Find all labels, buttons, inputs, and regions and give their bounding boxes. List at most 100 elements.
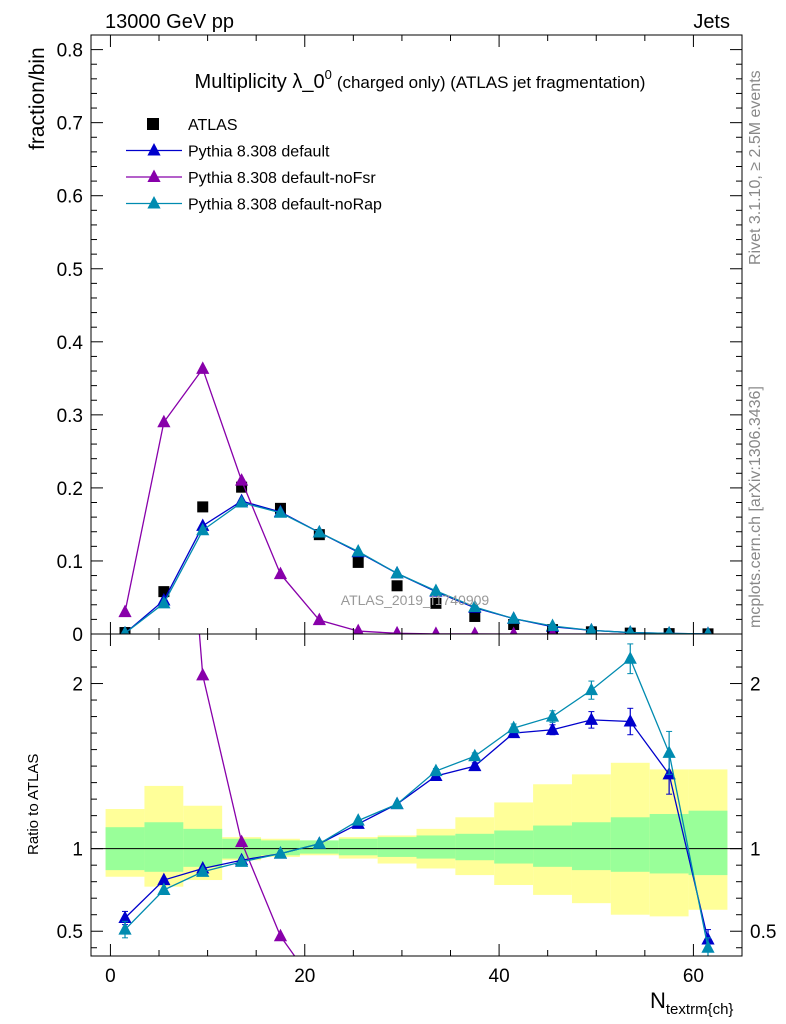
series-point-3: [235, 495, 249, 508]
ratio-point-0: [118, 910, 132, 924]
ratio-point-0: [623, 714, 637, 727]
ratio-panel-marks: [91, 181, 742, 1018]
series-point-2: [431, 626, 440, 634]
legend-label: ATLAS: [188, 117, 238, 134]
atlas-data-point: [430, 597, 442, 609]
uncertainty-band-inner: [571, 822, 611, 871]
x-axis-label-main: N: [650, 988, 666, 1013]
rivet-version-label: Rivet 3.1.10, ≥ 2.5M events: [747, 70, 764, 265]
series-point-3: [196, 522, 210, 536]
series-point-3: [312, 525, 326, 538]
series-point-3: [157, 595, 171, 609]
atlas-data-point: [352, 556, 364, 568]
ratio-line-2: [124, 657, 709, 948]
atlas-data-point: [158, 586, 170, 598]
series-point-3: [625, 625, 635, 634]
ratio-point-1: [507, 1006, 520, 1018]
atlas-data-point: [391, 580, 403, 592]
x-tick-label: 60: [683, 966, 704, 987]
series-point-3: [273, 505, 288, 518]
y-tick-label: 0.5: [57, 260, 83, 281]
y-tick-label: 0.3: [57, 406, 83, 427]
ratio-point-2: [235, 854, 249, 867]
ratio-point-2: [351, 813, 365, 826]
uncertainty-band-inner: [533, 825, 572, 867]
ratio-point-1: [546, 1006, 559, 1018]
y-axis-label: fraction/bin: [26, 47, 49, 150]
ratio-point-2: [429, 763, 443, 777]
ratio-panel-axes: 0.5 0.51 12 20 20 40 60: [57, 634, 776, 987]
ratio-point-2: [312, 836, 326, 849]
series-point-2: [392, 625, 402, 634]
ratio-y-tick-label-right: 2: [750, 675, 761, 696]
series-point-2: [235, 473, 249, 486]
legend-label: Pythia 8.308 default-noFsr: [188, 170, 376, 187]
series-point-3: [351, 544, 365, 557]
ratio-point-1: [429, 1006, 442, 1018]
series-point-3: [468, 599, 482, 613]
chart-title-main: Multiplicity λ_0: [195, 71, 325, 93]
y-tick-label: 0: [72, 625, 83, 646]
legend-label: Pythia 8.308 default: [188, 144, 330, 161]
chart-title: Multiplicity λ_00 (charged only) (ATLAS j…: [195, 67, 646, 93]
ratio-point-1: [235, 834, 249, 848]
legend-marker: [147, 169, 161, 183]
series-point-2: [273, 566, 288, 580]
legend: ATLAS Pythia 8.308 default Pythia 8.308 de…: [126, 117, 382, 214]
ratio-point-1: [352, 1000, 365, 1012]
series-point-3: [664, 625, 674, 634]
ratio-y-tick-label: 1: [72, 840, 83, 861]
ratio-point-0: [468, 758, 482, 772]
ratio-point-2: [196, 864, 210, 877]
series-line-1: [124, 500, 709, 634]
ratio-point-1: [157, 181, 170, 193]
uncertainty-band-inner: [494, 830, 534, 864]
uncertainty-band-inner: [416, 835, 456, 859]
uncertainty-band-inner: [144, 822, 184, 872]
ratio-point-1: [196, 667, 210, 681]
x-tick-label: 40: [489, 966, 510, 987]
ratio-y-tick-label-right: 1: [750, 840, 761, 861]
series-point-3: [507, 611, 521, 624]
y-tick-label: 0.4: [57, 333, 84, 354]
y-tick-label: 0.6: [57, 187, 83, 208]
uncertainty-band-inner: [455, 833, 495, 861]
series-point-3: [545, 618, 560, 632]
ratio-point-2: [273, 846, 288, 859]
ratio-point-0: [584, 712, 598, 725]
ratio-y-tick-label: 2: [72, 675, 83, 696]
ratio-line-1: [198, 634, 296, 956]
legend-marker: [147, 196, 161, 209]
atlas-data-point: [197, 501, 209, 513]
legend-marker-atlas: [147, 118, 159, 130]
ratio-point-2: [468, 748, 482, 762]
legend-marker: [147, 143, 161, 156]
uncertainty-band-inner: [377, 837, 417, 857]
ratio-point-2: [545, 709, 560, 722]
series-line-3: [124, 501, 709, 634]
y-tick-label: 0.7: [57, 114, 83, 135]
ratio-point-2: [623, 651, 637, 664]
header-energy-label: 13000 GeV pp: [105, 11, 234, 33]
ratio-line-0: [124, 719, 709, 940]
ratio-point-1: [585, 1006, 598, 1018]
y-tick-label: 0.2: [57, 479, 83, 500]
header-jets-label: Jets: [693, 11, 730, 33]
series-point-3: [585, 622, 598, 634]
ratio-point-0: [545, 722, 560, 735]
series-point-3: [429, 583, 443, 596]
uncertainty-band-inner: [183, 828, 223, 867]
ratio-point-2: [118, 922, 132, 935]
uncertainty-band-inner: [610, 817, 650, 872]
ratio-point-2: [662, 745, 676, 758]
ratio-panel-frame: [90, 633, 743, 957]
x-axis-label: Ntextrm{ch}: [650, 988, 733, 1018]
uncertainty-band-inner: [688, 810, 728, 876]
ratio-y-tick-label-right: 0.5: [750, 922, 776, 943]
series-point-3: [390, 565, 404, 579]
chart-title-suffix: (charged only) (ATLAS jet fragmentation): [337, 73, 646, 92]
ratio-point-2: [157, 882, 171, 895]
uncertainty-band-inner: [649, 813, 689, 874]
series-point-2: [312, 612, 326, 626]
